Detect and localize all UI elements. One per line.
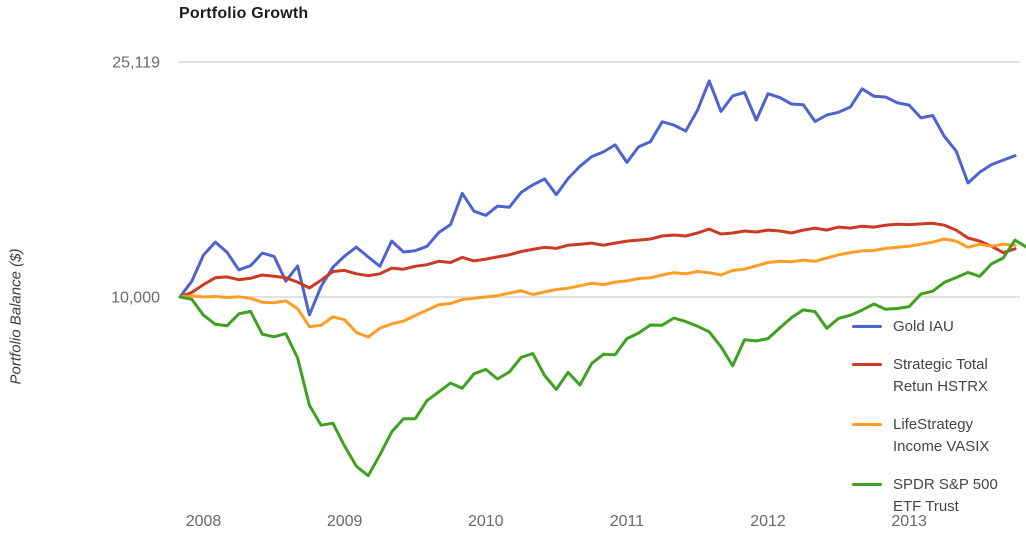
series-line-lifestrategy-income-vasix[interactable] — [178, 237, 1017, 339]
series-line-gold-iau[interactable] — [178, 79, 1017, 317]
series-line-strategic-total-retun-hstrx[interactable] — [178, 221, 1017, 299]
x-tick-label: 2010 — [468, 513, 504, 530]
legend-item-spdr-s-p-500-etf-trust: SPDR S&P 500 ETF Trust — [852, 474, 1011, 518]
legend-label: Gold IAU — [893, 318, 954, 335]
legend-swatch-spdr-s-p-500-etf-trust — [852, 483, 882, 486]
legend-label: SPDR S&P 500 ETF Trust — [893, 476, 998, 515]
chart-title: Portfolio Growth — [179, 5, 309, 22]
x-tick-label: 2012 — [750, 513, 786, 530]
legend-item-strategic-total-retun-hstrx: Strategic Total Retun HSTRX — [852, 354, 1011, 398]
legend: Gold IAU Strategic Total Retun HSTRX LifeS… — [852, 316, 1011, 518]
x-tick-label: 2008 — [186, 513, 222, 530]
x-tick-label: 2011 — [610, 513, 645, 530]
legend-swatch-gold-iau — [852, 325, 882, 328]
x-tick-label: 2013 — [891, 513, 927, 530]
legend-swatch-strategic-total-retun-hstrx — [852, 363, 882, 366]
series-line-spdr-s-p-500-etf-trust[interactable] — [178, 238, 1026, 478]
legend-swatch-lifestrategy-income-vasix — [852, 423, 882, 426]
legend-item-lifestrategy-income-vasix: LifeStrategy Income VASIX — [852, 414, 1011, 458]
y-tick-label: 10,000 — [111, 290, 160, 307]
y-tick-label: 25,119 — [112, 55, 160, 72]
x-tick-label: 2009 — [327, 513, 363, 530]
legend-item-gold-iau: Gold IAU — [852, 316, 1011, 338]
legend-label: Strategic Total Retun HSTRX — [893, 356, 989, 395]
legend-label: LifeStrategy Income VASIX — [893, 416, 990, 455]
